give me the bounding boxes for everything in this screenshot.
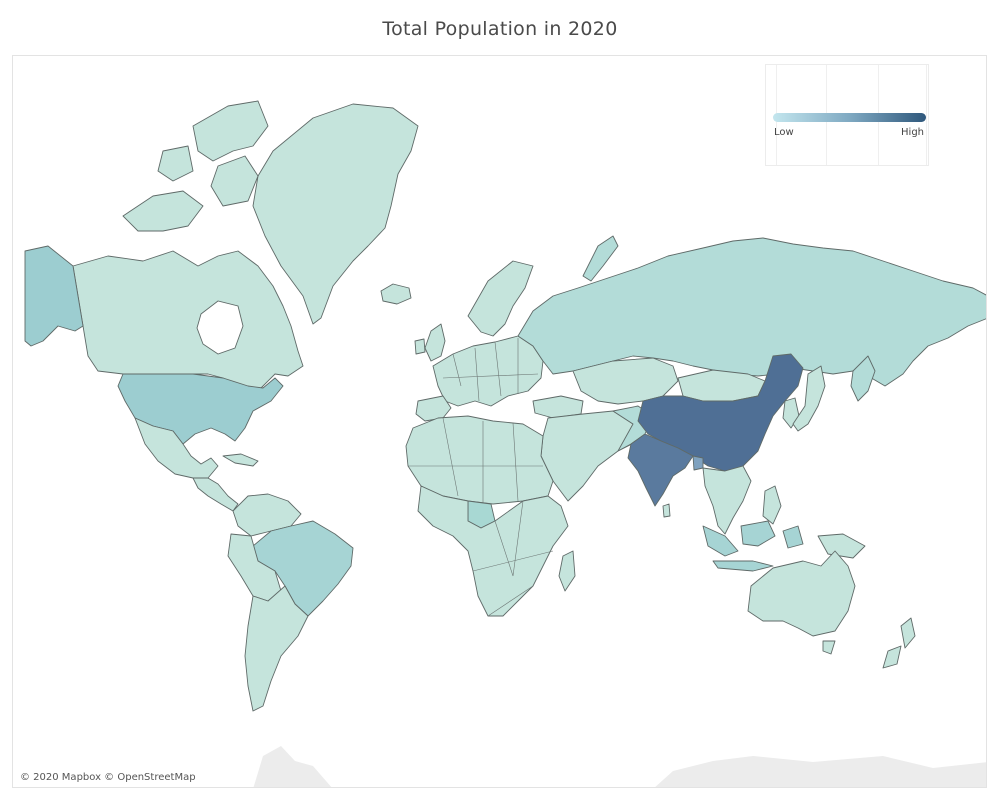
map-attribution[interactable]: © 2020 Mapbox © OpenStreetMap (20, 772, 196, 783)
central-america[interactable] (192, 477, 239, 512)
bangladesh[interactable] (692, 455, 704, 471)
united-kingdom[interactable] (424, 323, 446, 362)
new-zealand[interactable] (882, 617, 916, 669)
madagascar[interactable] (558, 550, 576, 592)
antarctica (253, 746, 986, 787)
world-map[interactable] (13, 56, 987, 788)
map-legend[interactable]: Low High (765, 64, 929, 166)
hudson-bay (196, 300, 244, 355)
indonesia[interactable] (702, 520, 804, 572)
alaska[interactable] (24, 245, 84, 347)
southeast-asia[interactable] (702, 465, 752, 535)
central-africa[interactable] (417, 485, 569, 617)
tasmania[interactable] (822, 640, 836, 655)
papua-new-guinea[interactable] (817, 533, 866, 559)
japan[interactable] (792, 365, 826, 432)
kamchatka[interactable] (850, 355, 876, 402)
argentina-chile[interactable] (244, 585, 309, 712)
ireland[interactable] (414, 338, 426, 355)
mexico[interactable] (134, 417, 219, 479)
philippines[interactable] (762, 485, 782, 525)
map-title: Total Population in 2020 (382, 18, 618, 40)
middle-east[interactable] (540, 410, 639, 502)
india[interactable] (627, 433, 694, 507)
map-canvas[interactable]: Low High © 2020 Mapbox © OpenStreetMap (12, 55, 987, 788)
canada-arctic-islands[interactable] (122, 100, 269, 232)
europe-borders (442, 338, 539, 402)
iceland[interactable] (380, 283, 412, 305)
novaya-zemlya[interactable] (582, 235, 619, 282)
greenland[interactable] (252, 103, 419, 325)
legend-grid-line (926, 65, 927, 165)
russia[interactable] (517, 237, 987, 387)
scandinavia[interactable] (467, 260, 534, 337)
legend-color-ramp (773, 113, 926, 122)
legend-low-label: Low (774, 127, 794, 138)
africa-borders (408, 417, 543, 504)
australia[interactable] (747, 550, 856, 637)
sri-lanka[interactable] (662, 503, 671, 518)
colombia-venezuela[interactable] (232, 493, 302, 537)
legend-high-label: High (901, 127, 924, 138)
europe[interactable] (432, 335, 544, 407)
cuba[interactable] (222, 453, 259, 467)
central-africa-borders (472, 500, 554, 617)
canada[interactable] (72, 250, 304, 392)
